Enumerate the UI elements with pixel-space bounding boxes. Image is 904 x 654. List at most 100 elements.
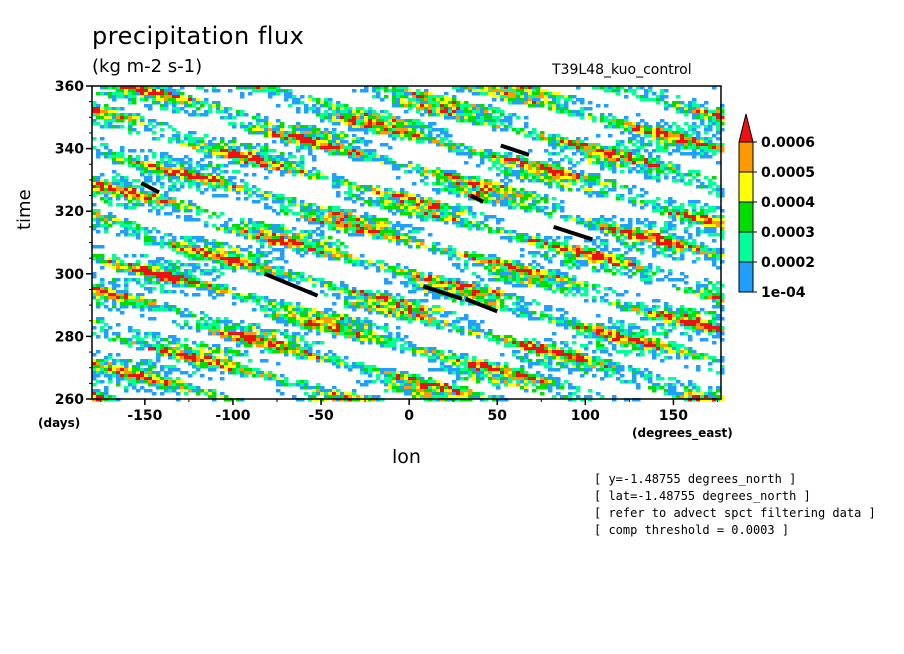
field-cell bbox=[616, 146, 621, 150]
field-cell bbox=[600, 188, 605, 192]
field-cell bbox=[244, 197, 249, 201]
field-cell bbox=[192, 173, 197, 177]
field-cell bbox=[376, 197, 381, 201]
field-cell bbox=[704, 287, 709, 291]
field-cell bbox=[168, 272, 173, 276]
field-cell bbox=[580, 98, 585, 102]
field-cell bbox=[280, 164, 285, 168]
field-cell bbox=[704, 149, 709, 153]
field-cell bbox=[112, 287, 117, 291]
field-cell bbox=[596, 218, 601, 222]
field-cell bbox=[464, 110, 469, 114]
field-cell bbox=[236, 260, 241, 264]
field-cell bbox=[404, 128, 409, 132]
field-cell bbox=[296, 233, 301, 237]
field-cell bbox=[288, 155, 293, 159]
field-cell bbox=[400, 101, 405, 105]
field-cell bbox=[544, 284, 549, 288]
field-cell bbox=[156, 98, 161, 102]
field-cell bbox=[660, 125, 665, 129]
field-cell bbox=[544, 161, 549, 165]
field-cell bbox=[592, 221, 597, 225]
field-cell bbox=[620, 164, 625, 168]
field-cell bbox=[316, 233, 321, 237]
field-cell bbox=[716, 110, 721, 114]
field-cell bbox=[388, 281, 393, 285]
field-cell bbox=[236, 158, 241, 162]
field-cell bbox=[720, 116, 725, 120]
field-cell bbox=[204, 224, 209, 228]
field-cell bbox=[268, 149, 273, 153]
field-cell bbox=[172, 101, 177, 105]
field-cell bbox=[312, 107, 317, 111]
field-cell bbox=[308, 146, 313, 150]
field-cell bbox=[452, 254, 457, 258]
field-cell bbox=[448, 116, 453, 120]
field-cell bbox=[628, 137, 633, 141]
field-cell bbox=[100, 215, 105, 219]
field-cell bbox=[584, 224, 589, 228]
field-cell bbox=[576, 257, 581, 261]
field-cell bbox=[144, 104, 149, 108]
field-cell bbox=[516, 86, 521, 90]
field-cell bbox=[416, 239, 421, 243]
field-cell bbox=[624, 122, 629, 126]
field-cell bbox=[552, 170, 557, 174]
field-cell bbox=[608, 158, 613, 162]
field-cell bbox=[288, 272, 293, 276]
field-cell bbox=[576, 215, 581, 219]
field-cell bbox=[480, 119, 485, 123]
field-cell bbox=[448, 251, 453, 255]
field-cell bbox=[300, 248, 305, 252]
field-cell bbox=[444, 203, 449, 207]
field-cell bbox=[488, 266, 493, 270]
field-cell bbox=[572, 287, 577, 291]
field-cell bbox=[240, 110, 245, 114]
field-cell bbox=[264, 230, 269, 234]
field-cell bbox=[480, 278, 485, 282]
field-cell bbox=[652, 200, 657, 204]
field-cell bbox=[188, 176, 193, 180]
field-cell bbox=[316, 212, 321, 216]
field-cell bbox=[540, 176, 545, 180]
field-cell bbox=[220, 170, 225, 174]
field-cell bbox=[316, 131, 321, 135]
field-cell bbox=[660, 251, 665, 255]
field-cell bbox=[276, 161, 281, 165]
field-cell bbox=[680, 278, 685, 282]
field-cell bbox=[440, 179, 445, 183]
field-cell bbox=[320, 236, 325, 240]
field-cell bbox=[552, 143, 557, 147]
field-cell bbox=[224, 221, 229, 225]
field-cell bbox=[408, 224, 413, 228]
field-cell bbox=[336, 257, 341, 261]
field-cell bbox=[696, 140, 701, 144]
field-cell bbox=[292, 236, 297, 240]
field-cell bbox=[536, 272, 541, 276]
field-cell bbox=[292, 155, 297, 159]
field-cell bbox=[408, 128, 413, 132]
field-cell bbox=[228, 122, 233, 126]
field-cell bbox=[544, 257, 549, 261]
field-cell bbox=[568, 266, 573, 270]
field-cell bbox=[664, 122, 669, 126]
field-cell bbox=[328, 257, 333, 261]
field-cell bbox=[716, 254, 721, 258]
field-cell bbox=[676, 248, 681, 252]
field-cell bbox=[680, 146, 685, 150]
field-cell bbox=[276, 200, 281, 204]
field-cell bbox=[684, 104, 689, 108]
field-cell bbox=[560, 284, 565, 288]
field-cell bbox=[348, 116, 353, 120]
field-cell bbox=[152, 260, 157, 264]
field-cell bbox=[432, 140, 437, 144]
field-cell bbox=[216, 269, 221, 273]
field-cell bbox=[420, 242, 425, 246]
field-cell bbox=[208, 242, 213, 246]
field-cell bbox=[660, 164, 665, 168]
field-cell bbox=[124, 269, 129, 273]
field-cell bbox=[140, 197, 145, 201]
field-cell bbox=[696, 281, 701, 285]
field-cell bbox=[292, 212, 297, 216]
field-cell bbox=[312, 155, 317, 159]
